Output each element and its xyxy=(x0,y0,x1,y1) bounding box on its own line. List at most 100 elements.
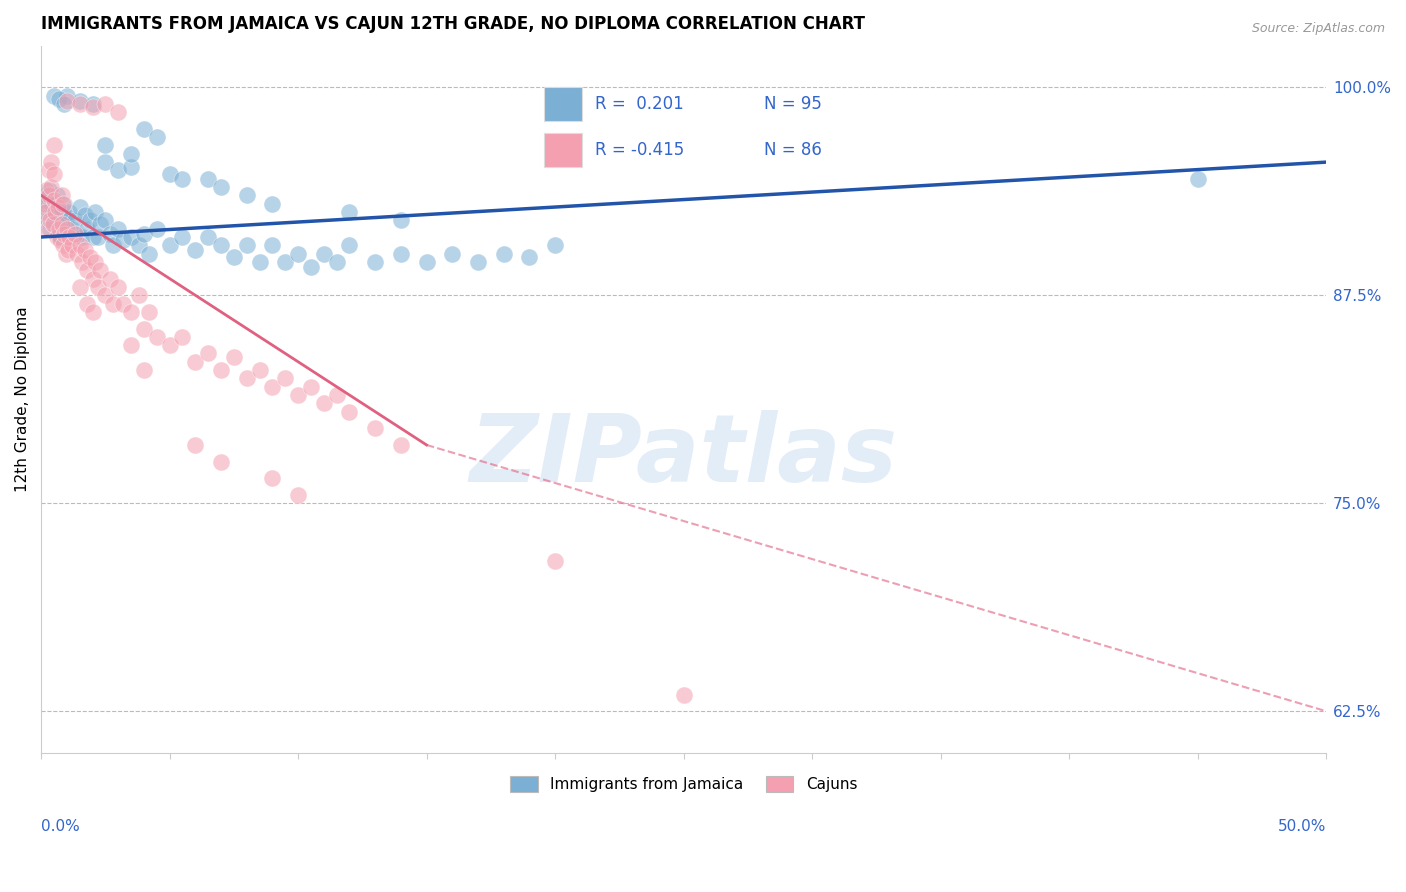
Point xyxy=(52,196,75,211)
Point xyxy=(262,238,284,252)
Point xyxy=(339,238,361,252)
Point xyxy=(82,230,104,244)
Y-axis label: 12th Grade, No Diploma: 12th Grade, No Diploma xyxy=(15,306,30,492)
Point xyxy=(49,233,72,247)
Point xyxy=(159,338,181,352)
Point xyxy=(76,296,98,310)
Point xyxy=(60,238,83,252)
Point xyxy=(172,171,194,186)
Point xyxy=(101,296,124,310)
FancyBboxPatch shape xyxy=(544,87,582,121)
Point xyxy=(107,280,129,294)
Point xyxy=(94,213,117,227)
Point xyxy=(112,296,135,310)
Point xyxy=(299,260,322,274)
Point xyxy=(51,205,73,219)
Point xyxy=(42,138,65,153)
Point xyxy=(197,230,219,244)
Point xyxy=(44,208,66,222)
Point xyxy=(312,246,335,260)
Point xyxy=(56,221,79,235)
Point xyxy=(38,188,60,202)
Legend: Immigrants from Jamaica, Cajuns: Immigrants from Jamaica, Cajuns xyxy=(503,770,863,798)
Point xyxy=(197,171,219,186)
Point xyxy=(138,305,160,319)
Point xyxy=(70,230,93,244)
Point xyxy=(53,227,76,241)
Point xyxy=(60,221,83,235)
Point xyxy=(55,217,77,231)
Point xyxy=(58,205,80,219)
Point xyxy=(107,163,129,178)
Point xyxy=(82,96,104,111)
Point xyxy=(56,210,79,224)
Point xyxy=(56,230,79,244)
Point xyxy=(69,94,91,108)
Point xyxy=(672,688,695,702)
Point xyxy=(132,363,155,377)
Point xyxy=(364,255,387,269)
Point xyxy=(287,388,309,402)
Point xyxy=(128,288,150,302)
Point xyxy=(128,238,150,252)
Point xyxy=(82,100,104,114)
Point xyxy=(184,438,207,452)
Point xyxy=(120,338,142,352)
Point xyxy=(56,244,79,258)
Point xyxy=(53,96,76,111)
Point xyxy=(38,183,60,197)
Point xyxy=(35,188,58,202)
Point xyxy=(41,180,63,194)
Point xyxy=(66,227,89,241)
Point xyxy=(299,380,322,394)
Point xyxy=(34,205,56,219)
Point xyxy=(70,255,93,269)
Point xyxy=(209,363,232,377)
Text: IMMIGRANTS FROM JAMAICA VS CAJUN 12TH GRADE, NO DIPLOMA CORRELATION CHART: IMMIGRANTS FROM JAMAICA VS CAJUN 12TH GR… xyxy=(41,15,865,33)
Text: 0.0%: 0.0% xyxy=(41,820,80,834)
Point xyxy=(45,230,67,244)
Text: R =  0.201: R = 0.201 xyxy=(595,95,683,113)
Point xyxy=(339,205,361,219)
Point xyxy=(52,238,75,252)
Point xyxy=(132,321,155,335)
Point xyxy=(100,271,122,285)
Point xyxy=(492,246,515,260)
Point xyxy=(48,221,70,235)
Point xyxy=(544,238,567,252)
Point xyxy=(120,160,142,174)
Point xyxy=(73,244,96,258)
Point xyxy=(235,238,257,252)
Point xyxy=(94,288,117,302)
Point xyxy=(1187,171,1209,186)
Point xyxy=(184,355,207,369)
Point xyxy=(249,255,271,269)
Point xyxy=(84,255,107,269)
Point xyxy=(249,363,271,377)
Point xyxy=(82,271,104,285)
Point xyxy=(364,421,387,435)
Point xyxy=(159,167,181,181)
Point xyxy=(132,121,155,136)
Point xyxy=(107,221,129,235)
FancyBboxPatch shape xyxy=(544,133,582,167)
Point xyxy=(287,246,309,260)
Point xyxy=(100,227,122,241)
Point xyxy=(132,227,155,241)
Point xyxy=(209,180,232,194)
Point xyxy=(94,96,117,111)
Point xyxy=(120,146,142,161)
Point xyxy=(222,250,245,264)
Point xyxy=(287,488,309,502)
Point xyxy=(41,205,63,219)
Point xyxy=(389,438,412,452)
Point xyxy=(325,388,347,402)
Point xyxy=(41,155,63,169)
Point xyxy=(39,213,62,227)
Point xyxy=(312,396,335,410)
Point xyxy=(389,246,412,260)
Point xyxy=(37,213,59,227)
Point xyxy=(325,255,347,269)
Text: ZIPatlas: ZIPatlas xyxy=(470,409,897,502)
Point xyxy=(42,88,65,103)
